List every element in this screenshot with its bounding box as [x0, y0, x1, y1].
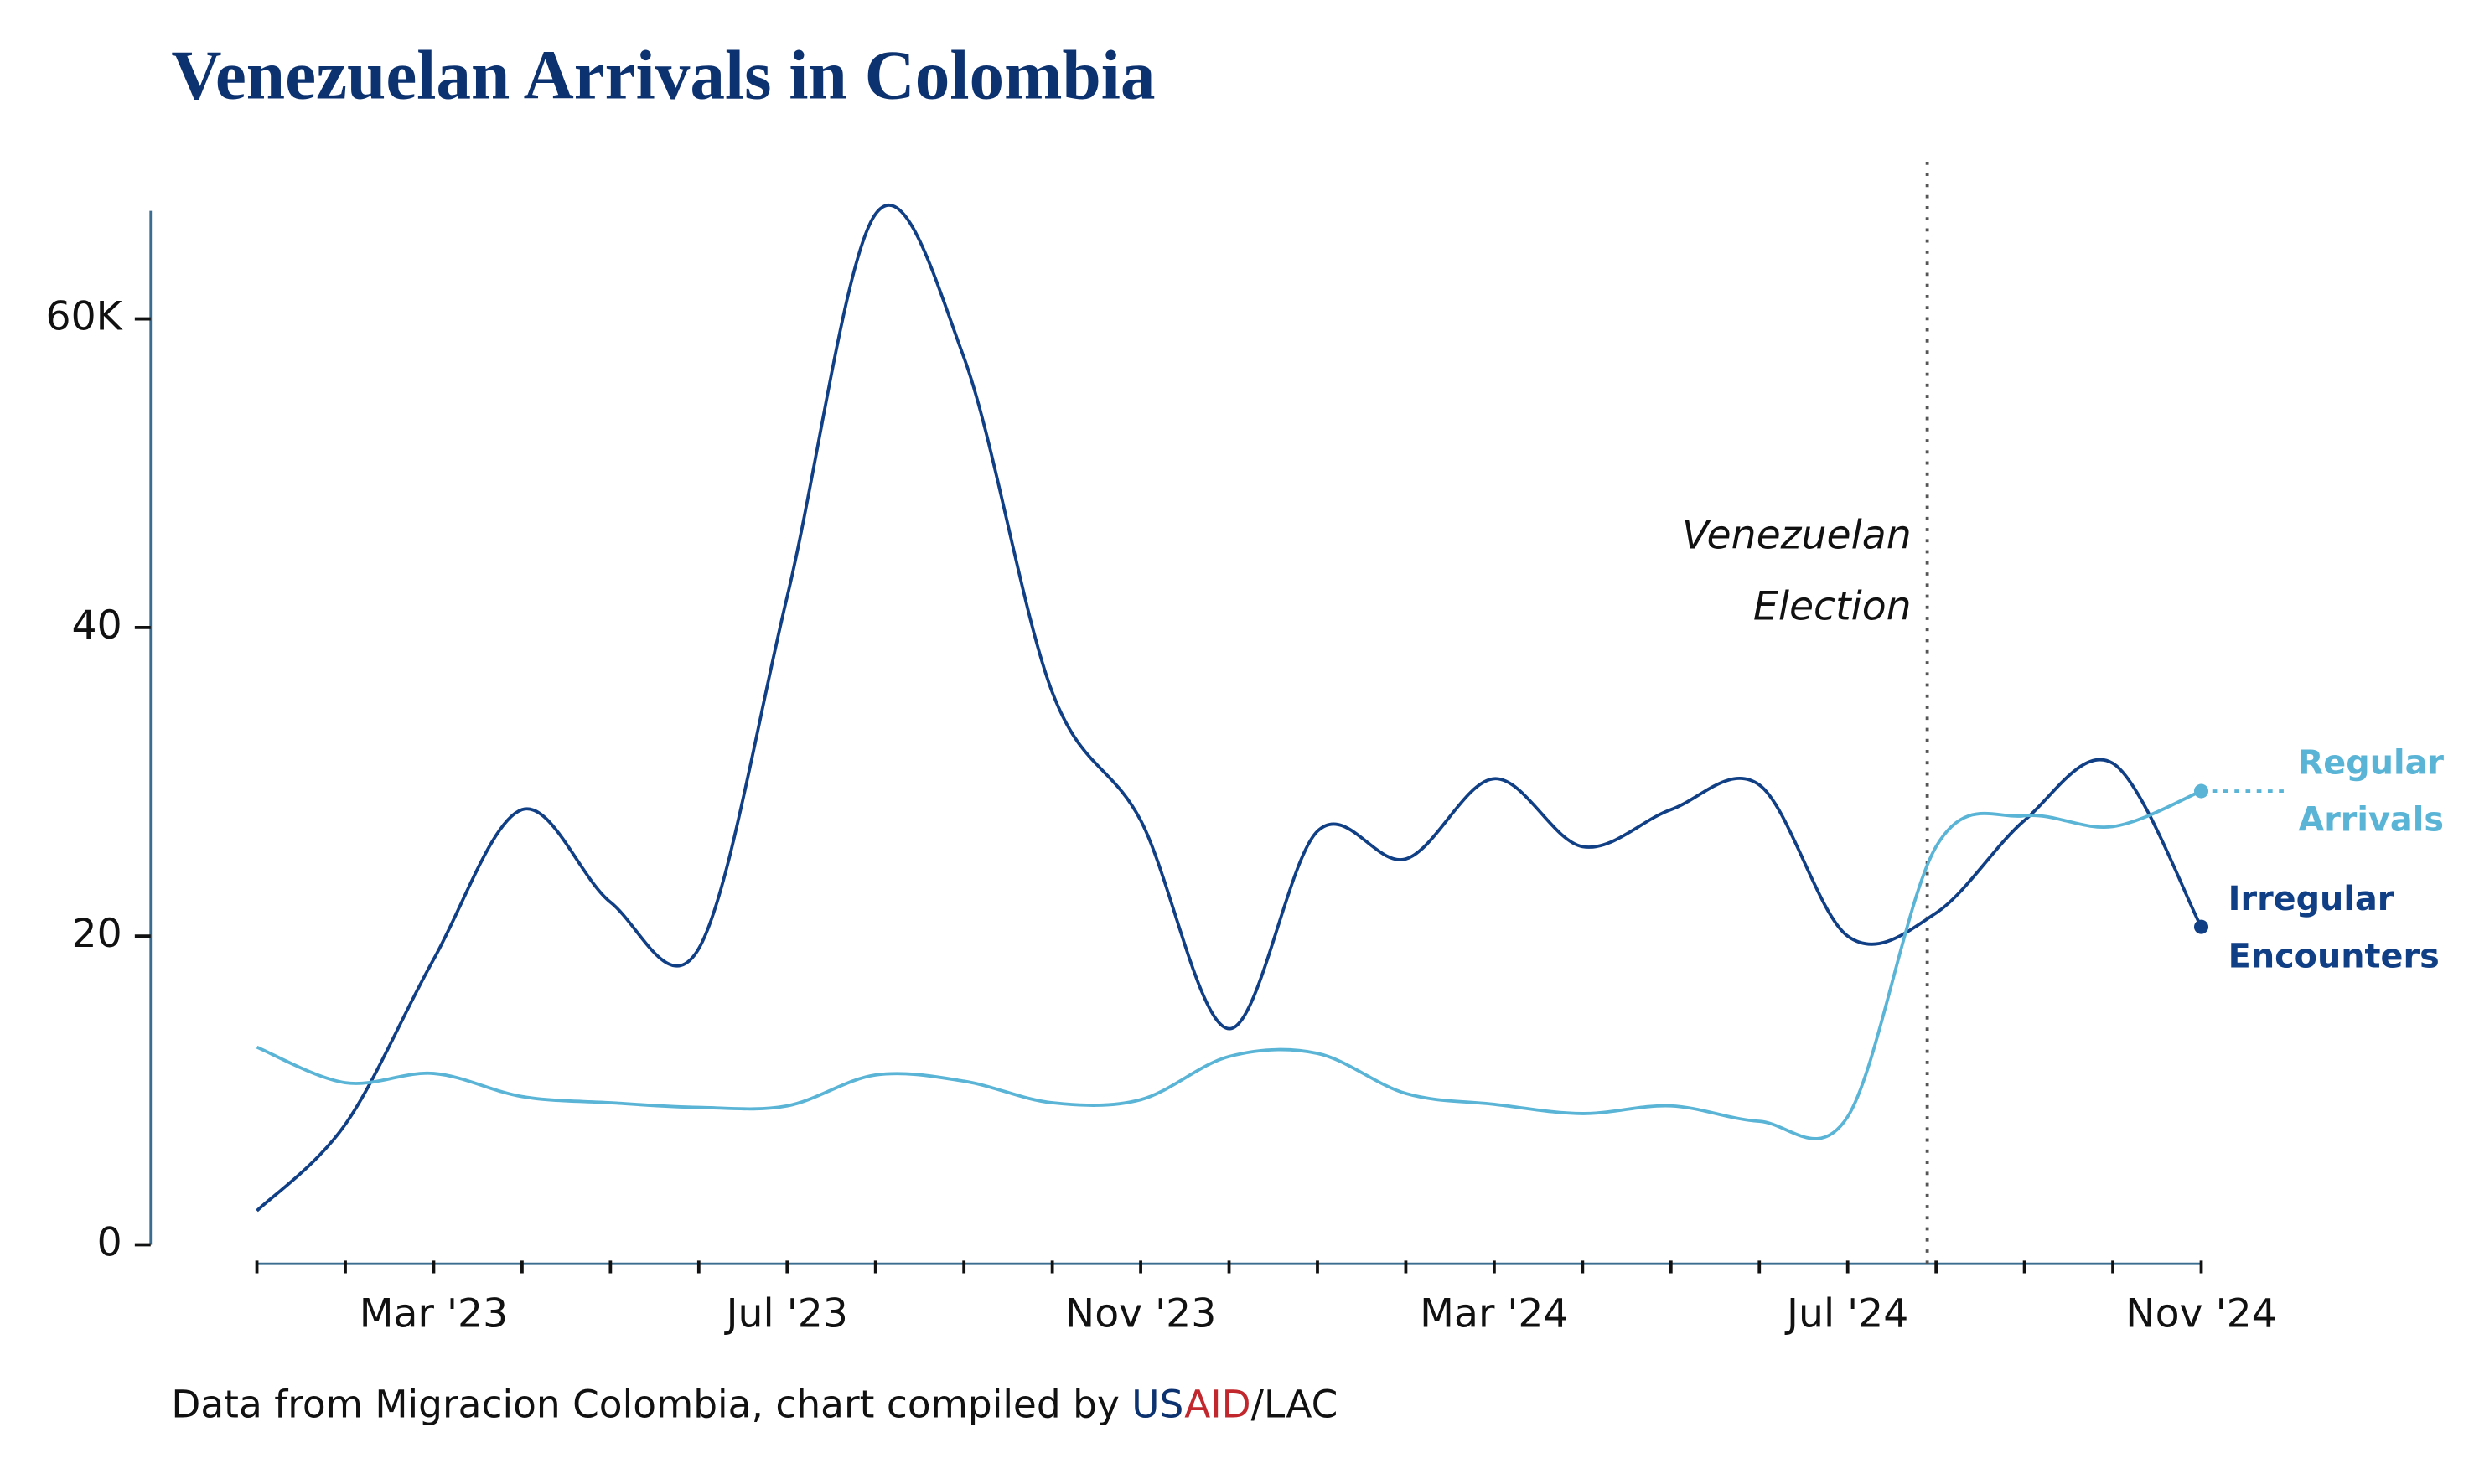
- y-tick-label: 40: [72, 602, 122, 649]
- x-tick-label: Jul '23: [724, 1291, 848, 1337]
- y-tick-label: 20: [72, 911, 122, 957]
- source-part: /LAC: [1250, 1383, 1338, 1428]
- end-point: [2193, 919, 2209, 934]
- series-line: [256, 204, 2203, 1213]
- series-line: [256, 789, 2202, 1140]
- series-label: Regular Arrivals: [2297, 743, 2445, 839]
- source-part: Data from Migracion Colombia, chart comp…: [171, 1383, 1132, 1428]
- source-part: US: [1131, 1383, 1185, 1428]
- x-tick-label: Jul '24: [1784, 1291, 1908, 1337]
- y-tick-label: 60K: [46, 294, 124, 340]
- x-tick-label: Mar '24: [1420, 1291, 1568, 1337]
- chart-title: Venezuelan Arrivals in Colombia: [171, 36, 1156, 115]
- source-part: AID: [1184, 1383, 1251, 1428]
- annotation: Venezuelan: [1682, 512, 1912, 558]
- x-tick-label: Nov '23: [1065, 1291, 1217, 1337]
- x-tick-label: Nov '24: [2125, 1291, 2277, 1337]
- annotation: Election: [1753, 584, 1912, 630]
- x-tick-label: Mar '23: [360, 1291, 508, 1337]
- source: Data from Migracion Colombia, chart comp…: [171, 1383, 1338, 1427]
- series-label: Irregular Encounters: [2228, 879, 2440, 975]
- y-tick-label: 0: [97, 1219, 122, 1265]
